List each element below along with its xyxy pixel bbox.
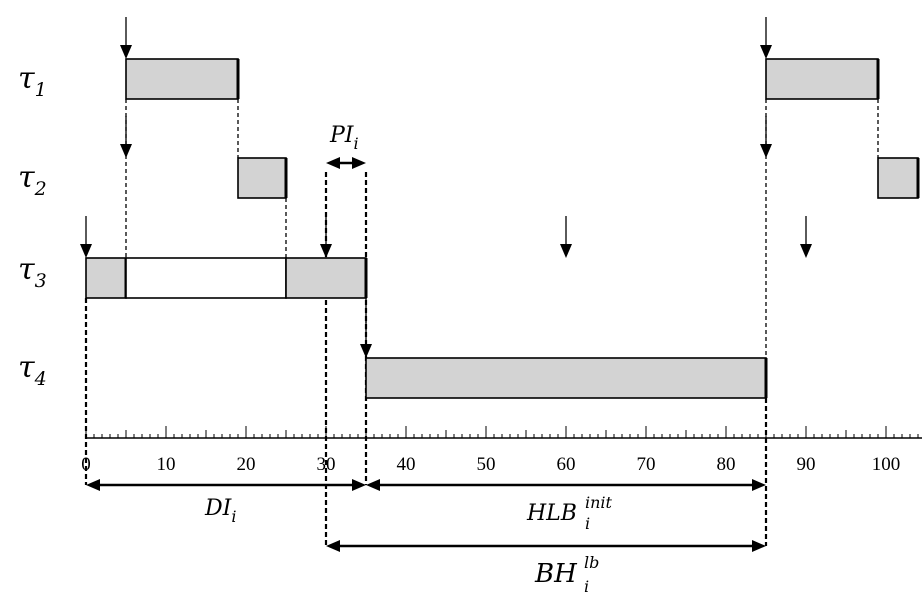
release-arrow-tau1-0: [120, 17, 132, 59]
release-arrow-tau3-4: [80, 216, 92, 258]
bh-label: BH lb i: [534, 553, 599, 595]
release-arrow-tau2-2: [120, 116, 132, 158]
di-label: DIi: [204, 496, 236, 526]
time-axis: 0 10 20 30 40 50 60 70 80 90 100: [81, 426, 922, 475]
axis-tick-label-10: 10: [157, 454, 176, 475]
interval-arrows: [86, 157, 766, 552]
release-arrow-tau1-1: [760, 17, 772, 59]
axis-tick-label-50: 50: [477, 454, 496, 475]
axis-tick-label-90: 90: [797, 454, 816, 475]
job-bar-tau4-7: [365, 357, 767, 399]
release-arrow-tau3-5: [320, 216, 332, 258]
job-bar-tau1-0: [125, 58, 239, 100]
pi-label: PIi: [329, 123, 359, 153]
axis-tick-label-70: 70: [637, 454, 656, 475]
job-bar-tau1-1: [765, 58, 879, 100]
bh-interval-arrow: [326, 540, 766, 552]
axis-tick-label-0: 0: [81, 454, 91, 475]
hlb-label: HLB init i: [526, 493, 613, 533]
job-bar-tau3-6: [285, 257, 367, 299]
release-arrow-tau2-3: [760, 116, 772, 158]
job-bars: [85, 58, 920, 399]
release-arrows: [80, 17, 812, 358]
axis-tick-label-30: 30: [317, 454, 336, 475]
vertical-dashed-guides: [84, 99, 879, 546]
pi-interval-arrow: [326, 157, 366, 169]
task-label-tau1: τ1: [18, 61, 47, 101]
task-label-tau3: τ3: [18, 252, 47, 292]
axis-tick-label-100: 100: [872, 454, 901, 475]
hlb-interval-arrow: [366, 479, 766, 491]
task-label-tau2: τ2: [18, 160, 47, 200]
release-arrow-tau3-6: [560, 216, 572, 258]
axis-tick-label-20: 20: [237, 454, 256, 475]
axis-tick-label-80: 80: [717, 454, 736, 475]
job-bar-tau3-4: [85, 257, 127, 299]
di-interval-arrow: [86, 479, 366, 491]
job-bar-tau3-5: [125, 257, 287, 299]
job-bar-tau2-3: [877, 157, 919, 199]
axis-tick-label-60: 60: [557, 454, 576, 475]
task-label-tau4: τ4: [18, 350, 47, 390]
axis-tick-label-40: 40: [397, 454, 416, 475]
release-arrow-tau4-8: [360, 316, 372, 358]
release-arrow-tau3-7: [800, 216, 812, 258]
job-bar-tau2-2: [237, 157, 287, 199]
